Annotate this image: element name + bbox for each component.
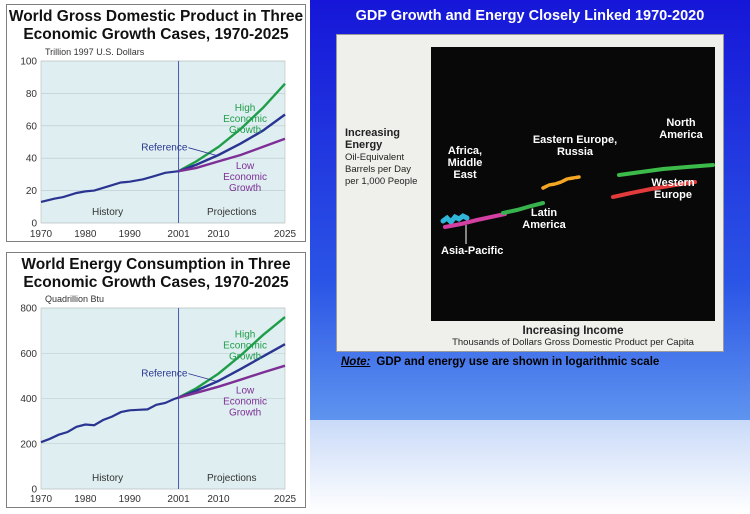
projections-label: Projections: [207, 473, 256, 484]
x-tick-label: 2010: [207, 229, 230, 240]
x-tick-label: 1970: [30, 494, 53, 505]
reference-label: Reference: [141, 143, 188, 154]
gdp-energy-figure: Increasing Energy Oil-Equivalent Barrels…: [336, 34, 724, 352]
y-axis-label-line2: Energy: [345, 139, 383, 151]
western-europe-trajectory: [611, 180, 697, 199]
eastern-europe-trajectory: [541, 175, 581, 190]
high-growth-label: Growth: [229, 125, 261, 136]
y-tick-label: 600: [20, 349, 37, 360]
history-label: History: [92, 207, 123, 218]
right-background-fade: [310, 420, 750, 514]
y-tick-label: 60: [26, 121, 38, 132]
western-europe-label-line1: Western: [651, 177, 695, 189]
unit-label: Trillion 1997 U.S. Dollars: [45, 47, 145, 57]
energy-line-chart: 0 200 400 600 800 Quadrillion Btu 1970 1980 1990…: [20, 294, 297, 505]
log-scale-note: Note: GDP and energy use are shown in log…: [341, 356, 659, 368]
high-growth-line: [177, 82, 286, 173]
y-tick-label: 0: [31, 485, 37, 496]
y-tick-label: 20: [26, 186, 38, 197]
note-text: GDP and energy use are shown in logarith…: [376, 356, 660, 368]
high-growth-label: High: [235, 103, 256, 114]
reference-pointer: [188, 147, 219, 157]
x-tick-label: 2001: [167, 229, 190, 240]
reference-line: [178, 343, 286, 399]
reference-label: Reference: [141, 369, 188, 380]
latin-america-label-line2: America: [522, 219, 566, 231]
latin-america-trajectory: [501, 201, 545, 215]
x-axis-sub: Thousands of Dollars Gross Domestic Prod…: [452, 337, 694, 348]
low-growth-line: [178, 364, 286, 399]
note-label: Note:: [341, 356, 371, 368]
x-axis-label: Increasing Income: [522, 325, 624, 337]
low-growth-label: Economic: [223, 172, 267, 183]
x-tick-label: 2025: [274, 229, 297, 240]
energy-chart-title-line1: World Energy Consumption in Three: [21, 256, 291, 273]
high-growth-label: Growth: [229, 352, 261, 363]
plot-area: Africa, Middle East Asia-Pacific Latin A…: [431, 47, 715, 321]
history-line: [40, 170, 179, 203]
y-tick-label: 200: [20, 439, 37, 450]
low-growth-label: Low: [236, 161, 255, 172]
gdp-chart-panel: World Gross Domestic Product in Three Ec…: [6, 4, 306, 242]
x-tick-label: 1980: [74, 229, 97, 240]
history-label: History: [92, 473, 123, 484]
eastern-europe-label-line1: Eastern Europe,: [532, 134, 618, 146]
x-tick-label: 1970: [30, 229, 53, 240]
low-growth-label: Economic: [223, 397, 267, 408]
history-line: [40, 396, 179, 444]
projections-label: Projections: [207, 207, 256, 218]
x-tick-label: 1990: [119, 494, 142, 505]
y-axis-sub-line2: Barrels per Day: [345, 164, 411, 175]
gdp-line-chart: 0 20 40 60 80 100 Trillion 1997 U.S. Dollars 19…: [20, 47, 297, 240]
high-growth-label: High: [235, 330, 256, 341]
africa-label-line2: Middle: [447, 157, 483, 169]
high-growth-label: Economic: [223, 114, 267, 125]
western-europe-label-line2: Europe: [654, 189, 692, 201]
y-axis-label-line1: Increasing: [345, 127, 401, 139]
low-growth-line: [178, 137, 286, 173]
asia-pacific-trajectory: [443, 212, 507, 229]
latin-america-label-line1: Latin: [530, 207, 558, 219]
high-growth-label: Economic: [223, 341, 267, 352]
x-tick-label: 1990: [119, 229, 142, 240]
right-panel-title: GDP Growth and Energy Closely Linked 197…: [355, 8, 705, 24]
reference-line: [178, 113, 286, 173]
x-tick-label: 1980: [74, 494, 97, 505]
unit-label: Quadrillion Btu: [45, 294, 104, 304]
y-tick-label: 0: [31, 219, 37, 230]
y-tick-label: 400: [20, 394, 37, 405]
high-growth-line: [177, 316, 286, 399]
gdp-chart-title-line1: World Gross Domestic Product in Three: [8, 8, 304, 25]
asia-pacific-label: Asia-Pacific: [441, 245, 504, 257]
north-america-label-line1: North: [666, 117, 696, 129]
reference-pointer: [188, 373, 219, 383]
low-growth-label: Growth: [229, 408, 261, 419]
africa-label-line3: East: [453, 169, 477, 181]
y-tick-label: 800: [20, 304, 37, 315]
gdp-chart-title-line2: Economic Growth Cases, 1970-2025: [23, 26, 289, 43]
energy-chart-panel: World Energy Consumption in Three Econom…: [6, 252, 306, 508]
eastern-europe-label-line2: Russia: [556, 146, 594, 158]
africa-label-line1: Africa,: [447, 145, 483, 157]
region-trajectories: [440, 163, 715, 244]
y-axis-sub-line3: per 1,000 People: [345, 176, 418, 187]
energy-chart-title-line2: Economic Growth Cases, 1970-2025: [23, 274, 289, 291]
y-tick-label: 100: [20, 57, 37, 68]
africa-trajectory: [440, 213, 470, 226]
low-growth-label: Low: [236, 386, 255, 397]
x-tick-label: 2001: [167, 494, 190, 505]
low-growth-label: Growth: [229, 183, 261, 194]
north-america-trajectory: [617, 163, 715, 177]
y-tick-label: 40: [26, 154, 38, 165]
north-america-label-line2: America: [659, 129, 703, 141]
y-tick-label: 80: [26, 89, 38, 100]
x-tick-label: 2010: [207, 494, 230, 505]
x-tick-label: 2025: [274, 494, 297, 505]
y-axis-sub-line1: Oil-Equivalent: [345, 152, 405, 163]
